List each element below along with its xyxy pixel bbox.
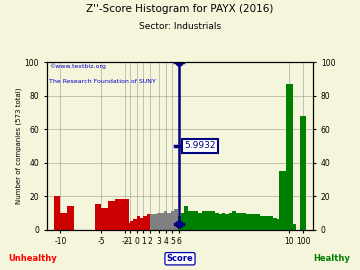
Bar — [184, 206, 188, 229]
Bar — [260, 216, 263, 229]
Text: Unhealthy: Unhealthy — [8, 254, 57, 263]
Bar — [222, 213, 225, 230]
Text: 5.9932: 5.9932 — [184, 141, 216, 150]
Bar — [195, 211, 198, 230]
Bar — [122, 199, 129, 230]
Bar — [177, 216, 181, 229]
Bar — [263, 216, 266, 229]
Bar — [286, 84, 293, 229]
Bar — [232, 211, 236, 230]
Text: Healthy: Healthy — [313, 254, 350, 263]
Bar — [300, 116, 306, 230]
Bar — [164, 211, 167, 230]
Bar — [202, 211, 205, 230]
Text: ©www.textbiz.org: ©www.textbiz.org — [49, 64, 106, 69]
Bar — [279, 171, 286, 230]
Bar — [67, 206, 74, 229]
Bar — [174, 210, 177, 230]
Bar — [212, 211, 215, 230]
Bar — [273, 218, 276, 230]
Bar — [137, 216, 140, 229]
Bar — [130, 221, 133, 230]
Text: The Research Foundation of SUNY: The Research Foundation of SUNY — [49, 79, 156, 84]
Y-axis label: Number of companies (573 total): Number of companies (573 total) — [15, 87, 22, 204]
Bar — [246, 214, 249, 230]
Bar — [102, 208, 108, 230]
Bar — [54, 196, 60, 229]
Bar — [133, 220, 137, 230]
Bar — [253, 214, 256, 230]
Text: Score: Score — [167, 254, 193, 263]
Bar — [208, 211, 212, 230]
Bar — [236, 213, 239, 230]
Bar — [229, 213, 232, 230]
Text: Z''-Score Histogram for PAYX (2016): Z''-Score Histogram for PAYX (2016) — [86, 4, 274, 14]
Bar — [292, 224, 296, 229]
Bar — [181, 213, 184, 230]
Bar — [140, 218, 143, 230]
Bar — [126, 223, 130, 230]
Bar — [239, 213, 243, 230]
Bar — [256, 214, 260, 230]
Bar — [147, 214, 150, 230]
Bar — [276, 220, 280, 230]
Bar — [115, 199, 122, 230]
Bar — [108, 201, 115, 230]
Bar — [143, 216, 147, 229]
Bar — [95, 204, 102, 230]
Bar — [60, 213, 67, 230]
Bar — [171, 211, 174, 230]
Bar — [243, 213, 246, 230]
Bar — [161, 213, 164, 230]
Bar — [270, 216, 273, 229]
Bar — [249, 214, 253, 230]
Bar — [219, 214, 222, 230]
Bar — [225, 214, 229, 230]
Bar — [154, 214, 157, 230]
Bar — [167, 213, 171, 230]
Bar — [215, 213, 219, 230]
Bar — [188, 211, 191, 230]
Bar — [157, 213, 161, 230]
Bar — [191, 211, 195, 230]
Bar — [266, 216, 270, 229]
Bar — [150, 214, 154, 230]
Bar — [198, 213, 202, 230]
Bar — [205, 211, 208, 230]
Text: Sector: Industrials: Sector: Industrials — [139, 22, 221, 31]
